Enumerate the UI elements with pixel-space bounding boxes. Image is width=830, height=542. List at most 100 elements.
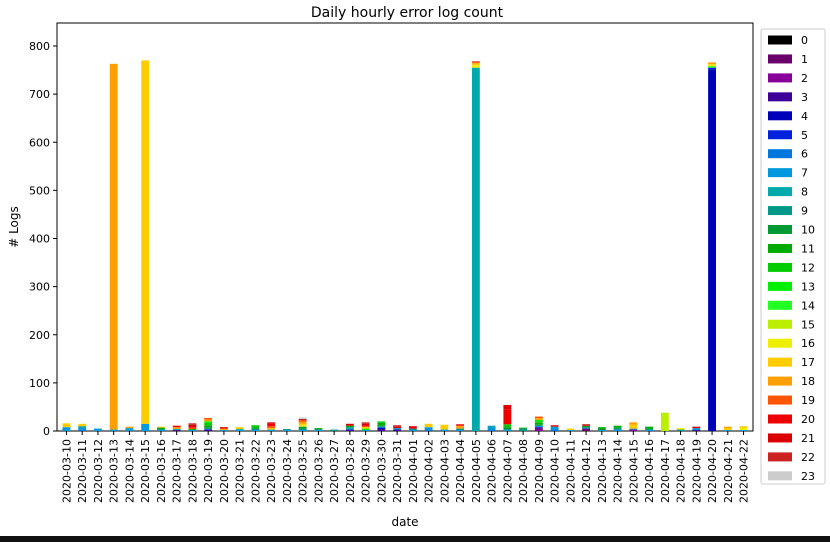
x-tick-label: 2020-04-15 bbox=[627, 439, 640, 503]
legend-label: 11 bbox=[801, 242, 815, 255]
bar-segment bbox=[613, 427, 622, 429]
bar-segment bbox=[534, 416, 543, 419]
x-tick-label: 2020-03-23 bbox=[265, 439, 278, 503]
bar-segment bbox=[566, 428, 575, 431]
bar-segment bbox=[188, 427, 197, 430]
legend-swatch bbox=[768, 338, 792, 348]
legend-swatch bbox=[768, 262, 792, 272]
bar-segment bbox=[188, 430, 197, 431]
bar-segment bbox=[503, 409, 512, 425]
bar-segment bbox=[534, 418, 543, 420]
bar-segment bbox=[235, 430, 244, 431]
legend-label: 5 bbox=[801, 129, 808, 142]
bar-segment bbox=[676, 429, 685, 431]
bar-segment bbox=[408, 426, 417, 429]
x-tick-label: 2020-04-18 bbox=[675, 439, 688, 503]
bar-segment bbox=[267, 422, 276, 424]
bar-segment bbox=[597, 428, 606, 431]
bar-segment bbox=[219, 428, 228, 431]
legend-label: 6 bbox=[801, 148, 808, 161]
bar-segment bbox=[204, 425, 213, 428]
legend-label: 9 bbox=[801, 205, 808, 218]
x-tick-label: 2020-03-31 bbox=[391, 439, 404, 503]
legend-swatch bbox=[768, 281, 792, 291]
bar-segment bbox=[267, 426, 276, 429]
bar-segment bbox=[440, 424, 449, 430]
legend-swatch bbox=[768, 187, 792, 197]
legend-label: 3 bbox=[801, 91, 808, 104]
y-tick-label: 100 bbox=[29, 377, 50, 390]
x-axis-label: date bbox=[391, 515, 418, 529]
bar-segment bbox=[471, 67, 480, 431]
legend-swatch bbox=[768, 300, 792, 310]
bar-segment bbox=[156, 429, 165, 431]
bar-segment bbox=[345, 429, 354, 431]
bar-segment bbox=[377, 421, 386, 423]
bar-segment bbox=[692, 430, 701, 431]
legend-label: 1 bbox=[801, 53, 808, 66]
x-tick-label: 2020-04-08 bbox=[517, 439, 530, 503]
x-tick-label: 2020-04-06 bbox=[486, 439, 499, 503]
legend-frame bbox=[760, 28, 826, 485]
bar-segment bbox=[78, 429, 87, 431]
legend-swatch bbox=[768, 206, 792, 216]
bar-segment bbox=[503, 429, 512, 431]
bar-segment bbox=[361, 428, 370, 431]
legend-swatch bbox=[768, 395, 792, 405]
bar-segment bbox=[456, 430, 465, 431]
bar-segment bbox=[298, 423, 307, 426]
x-tick-label: 2020-03-17 bbox=[171, 439, 184, 503]
x-tick-label: 2020-04-10 bbox=[549, 439, 562, 503]
legend-swatch bbox=[768, 376, 792, 386]
bar-segment bbox=[708, 64, 716, 67]
legend-label: 8 bbox=[801, 186, 808, 199]
legend-swatch bbox=[768, 168, 792, 178]
x-tick-label: 2020-04-11 bbox=[564, 439, 577, 503]
bar-segment bbox=[550, 426, 559, 430]
bar-segment bbox=[78, 426, 87, 428]
bar-segment bbox=[172, 430, 181, 431]
bar-segment bbox=[377, 425, 386, 427]
bar-segment bbox=[597, 427, 606, 429]
legend-swatch bbox=[768, 111, 792, 121]
bar-segment bbox=[739, 430, 748, 431]
legend-swatch bbox=[768, 149, 792, 159]
legend-label: 23 bbox=[801, 470, 815, 483]
bar-segment bbox=[204, 428, 213, 430]
x-tick-label: 2020-03-22 bbox=[249, 439, 262, 503]
legend-label: 10 bbox=[801, 224, 815, 237]
bar-segment bbox=[361, 430, 370, 431]
bar-segment bbox=[345, 423, 354, 426]
bar-segment bbox=[282, 429, 291, 431]
bar-segment bbox=[613, 425, 622, 428]
bar-segment bbox=[582, 428, 591, 431]
y-tick-label: 500 bbox=[29, 184, 50, 197]
bar-segment bbox=[109, 63, 118, 430]
bar-segment bbox=[471, 61, 480, 63]
bar-segment bbox=[219, 430, 228, 431]
legend-swatch bbox=[768, 35, 792, 45]
bar-segment bbox=[251, 430, 260, 431]
bar-segment bbox=[204, 427, 213, 429]
bar-segment bbox=[298, 418, 307, 421]
bar-segment bbox=[408, 428, 417, 431]
bar-segment bbox=[188, 423, 197, 425]
bar-segment bbox=[204, 418, 213, 420]
bar-segment bbox=[424, 427, 433, 430]
bar-segment bbox=[62, 427, 71, 431]
bar-segment bbox=[314, 429, 323, 431]
bar-segment bbox=[613, 429, 622, 431]
bar-segment bbox=[141, 60, 150, 424]
x-tick-label: 2020-03-16 bbox=[155, 439, 168, 503]
legend-swatch bbox=[768, 414, 792, 424]
bar-segment bbox=[723, 428, 732, 431]
legend-swatch bbox=[768, 357, 792, 367]
bar-segment bbox=[629, 424, 638, 429]
bar-segment bbox=[629, 429, 638, 431]
bar-segment bbox=[361, 423, 370, 426]
bar-segment bbox=[739, 427, 748, 431]
bar-segment bbox=[503, 405, 512, 410]
bar-segment bbox=[298, 420, 307, 422]
